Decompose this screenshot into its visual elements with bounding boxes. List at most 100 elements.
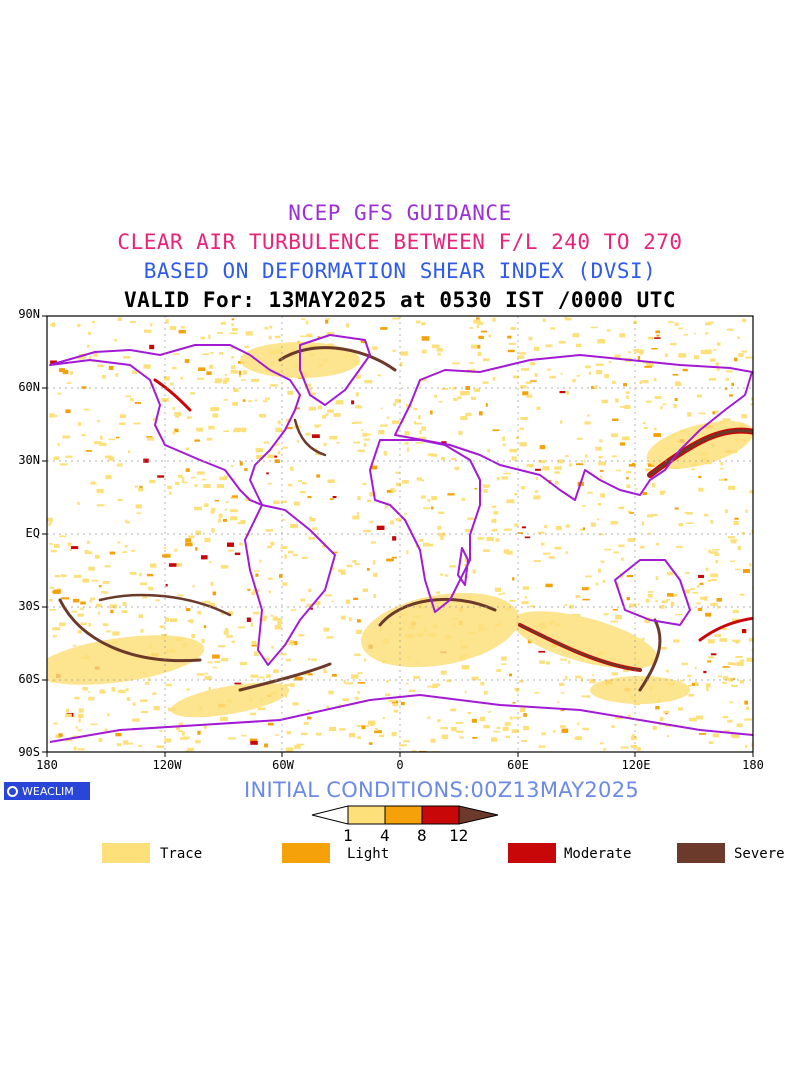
turbulence-speck <box>581 587 589 591</box>
turbulence-speck <box>230 370 239 374</box>
turbulence-speck <box>683 589 691 594</box>
lat-label-eq: EQ <box>25 526 40 540</box>
turbulence-speck <box>210 510 215 514</box>
turbulence-speck <box>50 550 57 553</box>
turbulence-speck <box>303 722 309 725</box>
turbulence-speck <box>239 542 243 546</box>
turbulence-speck <box>214 660 221 663</box>
turbulence-speck <box>275 734 279 736</box>
turbulence-speck <box>306 603 313 607</box>
turbulence-speck <box>737 336 740 339</box>
turbulence-speck <box>331 674 337 677</box>
turbulence-speck <box>601 399 608 404</box>
turbulence-speck <box>712 548 720 551</box>
turbulence-speck <box>234 552 241 555</box>
turbulence-speck <box>308 673 313 676</box>
turbulence-speck <box>742 318 747 323</box>
turbulence-speck <box>559 682 565 686</box>
turbulence-speck <box>260 413 266 418</box>
colorbar-trace-bin <box>347 805 386 825</box>
turbulence-speck <box>597 339 606 344</box>
turbulence-speck <box>228 549 234 552</box>
legend-swatch-severe <box>677 843 725 863</box>
turbulence-speck <box>97 611 100 615</box>
turbulence-speck <box>231 356 234 359</box>
turbulence-speck <box>97 364 104 368</box>
turbulence-speck <box>582 727 590 731</box>
turbulence-speck <box>558 340 566 344</box>
turbulence-speck <box>529 605 536 608</box>
turbulence-speck <box>472 718 477 723</box>
turbulence-speck <box>452 398 458 401</box>
turbulence-speck <box>147 437 155 441</box>
turbulence-speck <box>636 747 641 751</box>
turbulence-speck <box>678 707 683 711</box>
turbulence-speck <box>302 672 311 676</box>
turbulence-speck <box>714 634 721 638</box>
turbulence-speck <box>735 656 743 658</box>
turbulence-speck <box>267 482 273 485</box>
turbulence-speck <box>718 478 725 481</box>
turbulence-speck <box>582 505 586 507</box>
turbulence-speck <box>629 603 637 608</box>
turbulence-speck <box>488 710 491 714</box>
turbulence-speck <box>321 415 326 419</box>
turbulence-speck <box>228 737 237 740</box>
turbulence-speck <box>423 542 429 547</box>
turbulence-speck <box>452 362 460 365</box>
turbulence-speck <box>733 521 739 525</box>
turbulence-speck <box>368 742 373 745</box>
turbulence-speck <box>670 342 677 346</box>
turbulence-speck <box>606 329 611 332</box>
turbulence-speck <box>117 498 123 501</box>
turbulence-speck <box>399 362 403 367</box>
turbulence-speck <box>240 379 246 381</box>
turbulence-speck <box>594 385 598 390</box>
turbulence-speck <box>441 441 447 444</box>
turbulence-speck <box>618 544 625 548</box>
turbulence-speck <box>538 745 546 748</box>
turbulence-speck <box>374 730 382 734</box>
turbulence-speck <box>207 661 213 664</box>
turbulence-speck <box>224 508 228 511</box>
turbulence-speck <box>285 658 291 662</box>
turbulence-speck <box>501 476 508 480</box>
turbulence-speck <box>357 682 366 684</box>
turbulence-speck <box>710 551 718 554</box>
turbulence-speck <box>726 370 733 373</box>
turbulence-speck <box>180 376 183 380</box>
turbulence-speck <box>264 743 268 748</box>
turbulence-speck <box>301 318 306 320</box>
turbulence-speck <box>361 725 366 730</box>
turbulence-speck <box>364 658 367 662</box>
turbulence-speck <box>673 639 680 643</box>
turbulence-speck <box>206 371 212 375</box>
turbulence-speck <box>523 713 527 717</box>
turbulence-speck <box>496 669 502 672</box>
turbulence-speck <box>204 503 209 507</box>
lon-label-120e: 120E <box>621 758 651 772</box>
turbulence-speck <box>77 358 85 360</box>
turbulence-speck <box>454 466 459 470</box>
turbulence-speck <box>223 399 228 401</box>
turbulence-speck <box>698 475 702 478</box>
turbulence-speck <box>80 622 87 625</box>
turbulence-speck <box>231 318 235 321</box>
turbulence-speck <box>117 317 122 321</box>
turbulence-speck <box>172 407 176 410</box>
turbulence-speck <box>214 381 222 384</box>
turbulence-speck <box>165 583 168 587</box>
turbulence-speck <box>487 448 490 453</box>
turbulence-speck <box>149 344 155 350</box>
turbulence-speck <box>392 703 399 707</box>
turbulence-speck <box>65 409 71 414</box>
turbulence-speck <box>612 418 619 421</box>
turbulence-speck <box>240 520 246 524</box>
turbulence-speck <box>526 394 533 398</box>
turbulence-speck <box>512 577 515 581</box>
turbulence-speck <box>392 536 397 541</box>
turbulence-speck <box>602 579 606 583</box>
turbulence-speck <box>251 645 257 647</box>
turbulence-speck <box>369 520 374 524</box>
turbulence-speck <box>457 396 462 399</box>
